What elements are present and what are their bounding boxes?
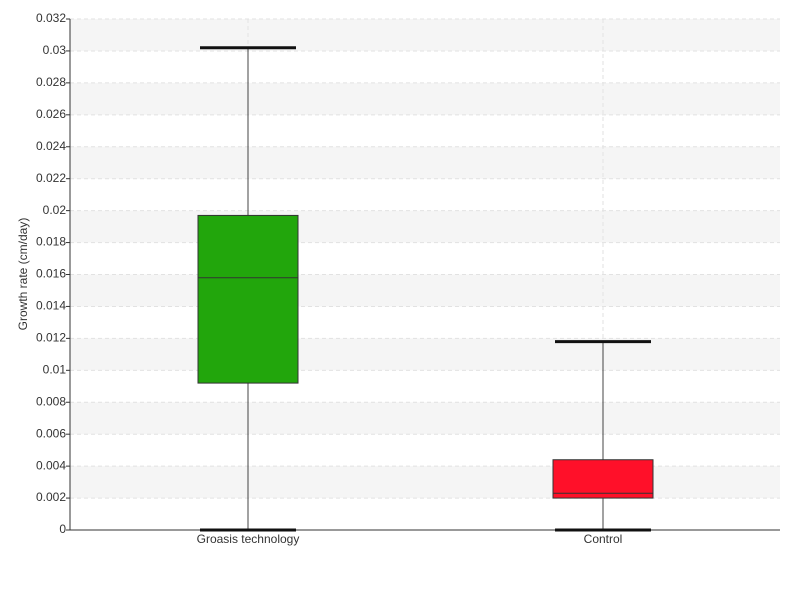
y-tick-label: 0.012 bbox=[36, 331, 66, 345]
grid-band bbox=[70, 402, 780, 435]
y-tick-label: 0.018 bbox=[36, 235, 66, 249]
x-tick-label: Groasis technology bbox=[197, 532, 300, 546]
y-tick-label: 0.014 bbox=[36, 299, 66, 313]
y-tick-label: 0.028 bbox=[36, 75, 66, 89]
y-tick-label: 0.024 bbox=[36, 139, 66, 153]
y-tick-label: 0.026 bbox=[36, 107, 66, 121]
y-tick-label: 0.01 bbox=[43, 362, 67, 376]
y-tick-label: 0.016 bbox=[36, 267, 66, 281]
y-tick-label: 0.02 bbox=[43, 203, 67, 217]
x-tick-label: Control bbox=[584, 532, 623, 546]
y-axis-label: Growth rate (cm/day) bbox=[16, 218, 30, 331]
grid-band bbox=[70, 82, 780, 115]
y-tick-label: 0 bbox=[59, 522, 66, 536]
grid-band bbox=[70, 466, 780, 499]
box bbox=[197, 214, 299, 384]
y-tick-label: 0.022 bbox=[36, 171, 66, 185]
y-tick-label: 0.002 bbox=[36, 490, 66, 504]
y-tick-label: 0.006 bbox=[36, 426, 66, 440]
y-tick-label: 0.032 bbox=[36, 11, 66, 25]
grid-band bbox=[70, 19, 780, 51]
grid-band bbox=[70, 338, 780, 371]
box bbox=[552, 459, 654, 499]
grid-band bbox=[70, 210, 780, 243]
y-tick-label: 0.004 bbox=[36, 458, 66, 472]
y-tick-label: 0.008 bbox=[36, 394, 66, 408]
y-tick-label: 0.03 bbox=[43, 43, 67, 57]
grid-band bbox=[70, 274, 780, 307]
grid-band bbox=[70, 146, 780, 179]
